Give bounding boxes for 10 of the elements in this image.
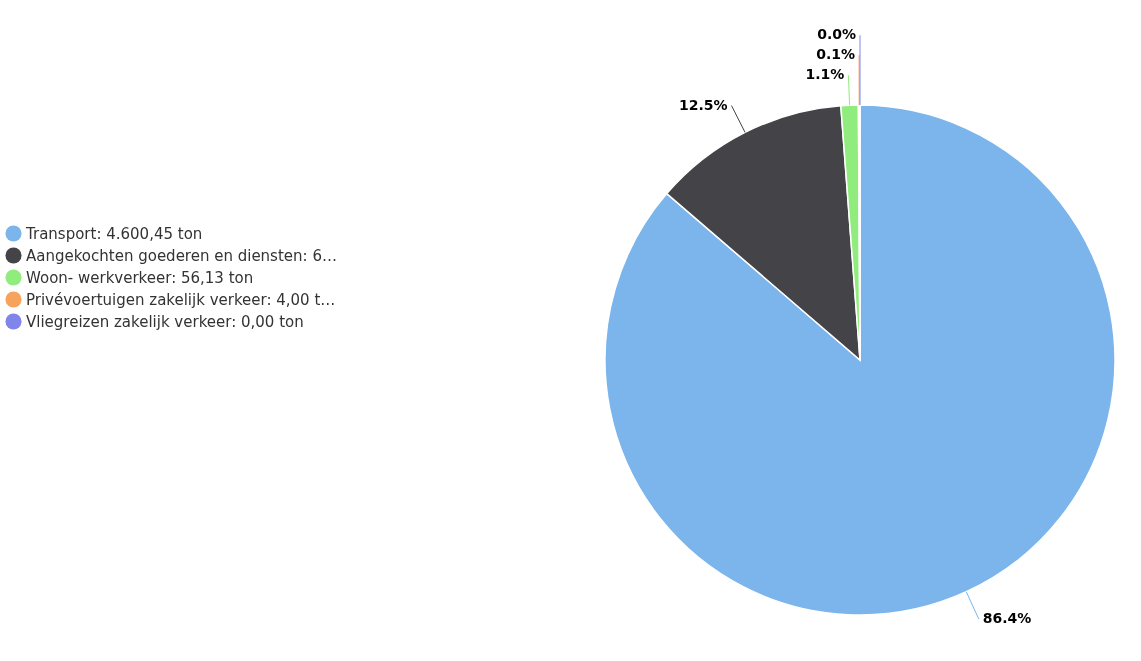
data-label: 12.5% bbox=[678, 96, 728, 113]
legend-label: Vliegreizen zakelijk verkeer: 0,00 ton bbox=[26, 312, 304, 331]
legend-label: Privévoertuigen zakelijk verkeer: 4,00 t… bbox=[26, 290, 336, 309]
text: 0.0% bbox=[817, 26, 856, 43]
data-label: 1.1% bbox=[805, 66, 845, 83]
legend-label: Aangekochten goederen en diensten: 6… bbox=[26, 246, 337, 265]
legend-label: Transport: 4.600,45 ton bbox=[25, 224, 203, 243]
legend-label: Woon- werkverkeer: 56,13 ton bbox=[26, 268, 254, 287]
data-label: 0.1% bbox=[816, 46, 856, 63]
data-label: 86.4% bbox=[982, 610, 1032, 627]
